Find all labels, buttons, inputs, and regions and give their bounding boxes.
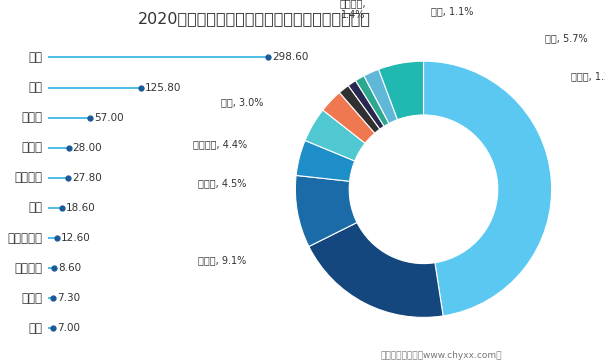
Text: 57.00: 57.00 [94,113,123,123]
Text: 斯里兰卡, 4.4%: 斯里兰卡, 4.4% [192,139,247,150]
Text: 印度: 印度 [28,81,42,94]
Text: 越南: 越南 [28,201,42,214]
Wedge shape [296,141,355,181]
Text: 2020年全球茶叶产量排名前十的国家统计（万吨）: 2020年全球茶叶产量排名前十的国家统计（万吨） [137,11,371,26]
Wedge shape [424,61,552,316]
Text: 越南, 3.0%: 越南, 3.0% [221,97,263,107]
Wedge shape [364,69,397,123]
Text: 孟加拉国,
1.4%: 孟加拉国, 1.4% [340,0,367,20]
Wedge shape [356,76,389,126]
Text: 中国: 中国 [28,51,42,64]
Wedge shape [305,110,365,161]
Wedge shape [379,61,424,120]
Wedge shape [348,81,384,129]
Text: 日本: 日本 [28,322,42,335]
Wedge shape [339,86,380,133]
Text: 阿根廷, 1.2%: 阿根廷, 1.2% [571,72,605,82]
Text: 肯尼亚: 肯尼亚 [21,111,42,124]
Text: 制图：智研咨询（www.chyxx.com）: 制图：智研咨询（www.chyxx.com） [381,351,502,360]
Wedge shape [323,92,374,143]
Text: 土耳其: 土耳其 [21,141,42,154]
Text: 28.00: 28.00 [73,143,102,153]
Wedge shape [295,175,357,246]
Text: 12.60: 12.60 [61,233,91,243]
Text: 日本, 1.1%: 日本, 1.1% [431,6,473,16]
Text: 298.60: 298.60 [272,52,309,63]
Text: 斯里兰卡: 斯里兰卡 [14,171,42,185]
Text: 印度尼西亚: 印度尼西亚 [7,232,42,245]
Text: 肯尼亚, 9.1%: 肯尼亚, 9.1% [198,255,247,265]
Text: 125.80: 125.80 [145,83,181,92]
Text: 阿根廷: 阿根廷 [21,292,42,305]
Text: 7.30: 7.30 [57,293,80,303]
Text: 8.60: 8.60 [58,263,81,273]
Text: 土耳其, 4.5%: 土耳其, 4.5% [198,178,247,188]
Text: 7.00: 7.00 [57,323,80,333]
Text: 其他, 5.7%: 其他, 5.7% [545,33,588,43]
Text: 27.80: 27.80 [72,173,102,183]
Text: 孟加拉国: 孟加拉国 [14,262,42,275]
Wedge shape [309,222,443,317]
Text: 18.60: 18.60 [65,203,95,213]
